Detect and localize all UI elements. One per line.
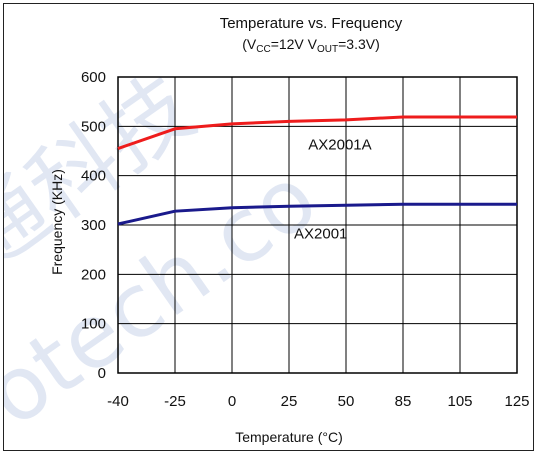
subtitle-sub-cc: CC <box>256 44 270 55</box>
y-tick-label: 0 <box>98 365 106 382</box>
frequency-chart: 通科技 otech.co Temperature vs. Frequency (… <box>4 15 530 446</box>
chart-frame: 通科技 otech.co Temperature vs. Frequency (… <box>3 3 534 451</box>
x-tick-label: 85 <box>395 393 412 410</box>
series-line-ax2001a <box>117 115 517 150</box>
y-tick-label: 600 <box>81 69 106 86</box>
x-tick-label: 25 <box>281 393 298 410</box>
subtitle-sub-out: OUT <box>317 44 338 55</box>
x-tick-label: 50 <box>338 393 355 410</box>
subtitle-part-a: (V <box>242 36 257 52</box>
y-tick-labels: 600 500 400 300 200 100 0 <box>81 69 106 382</box>
x-tick-label: -25 <box>164 393 186 410</box>
chart-subtitle: (VCC=12V VOUT=3.3V) <box>242 36 380 55</box>
x-tick-label: 0 <box>228 393 236 410</box>
x-tick-labels: -40 -25 0 25 50 85 105 125 <box>107 393 529 410</box>
plot-border <box>117 76 518 374</box>
y-tick-label: 500 <box>81 118 106 135</box>
y-tick-label: 300 <box>81 217 106 234</box>
y-tick-label: 100 <box>81 316 106 333</box>
series-label-ax2001: AX2001 <box>294 225 347 242</box>
x-tick-label: 125 <box>504 393 529 410</box>
subtitle-part-b: =12V V <box>271 36 318 52</box>
plot-area <box>117 76 518 374</box>
x-tick-label: -40 <box>107 393 129 410</box>
subtitle-part-c: =3.3V) <box>338 36 380 52</box>
series-labels: AX2001A AX2001 <box>294 136 372 242</box>
x-axis-label: Temperature (°C) <box>235 429 343 445</box>
series-line-ax2001 <box>117 202 517 226</box>
x-tick-label: 105 <box>447 393 472 410</box>
y-tick-label: 200 <box>81 266 106 283</box>
y-axis-label: Frequency (KHz) <box>49 169 65 275</box>
series-lines <box>117 115 517 226</box>
y-tick-label: 400 <box>81 168 106 185</box>
series-label-ax2001a: AX2001A <box>308 136 371 153</box>
chart-title: Temperature vs. Frequency <box>220 15 403 32</box>
